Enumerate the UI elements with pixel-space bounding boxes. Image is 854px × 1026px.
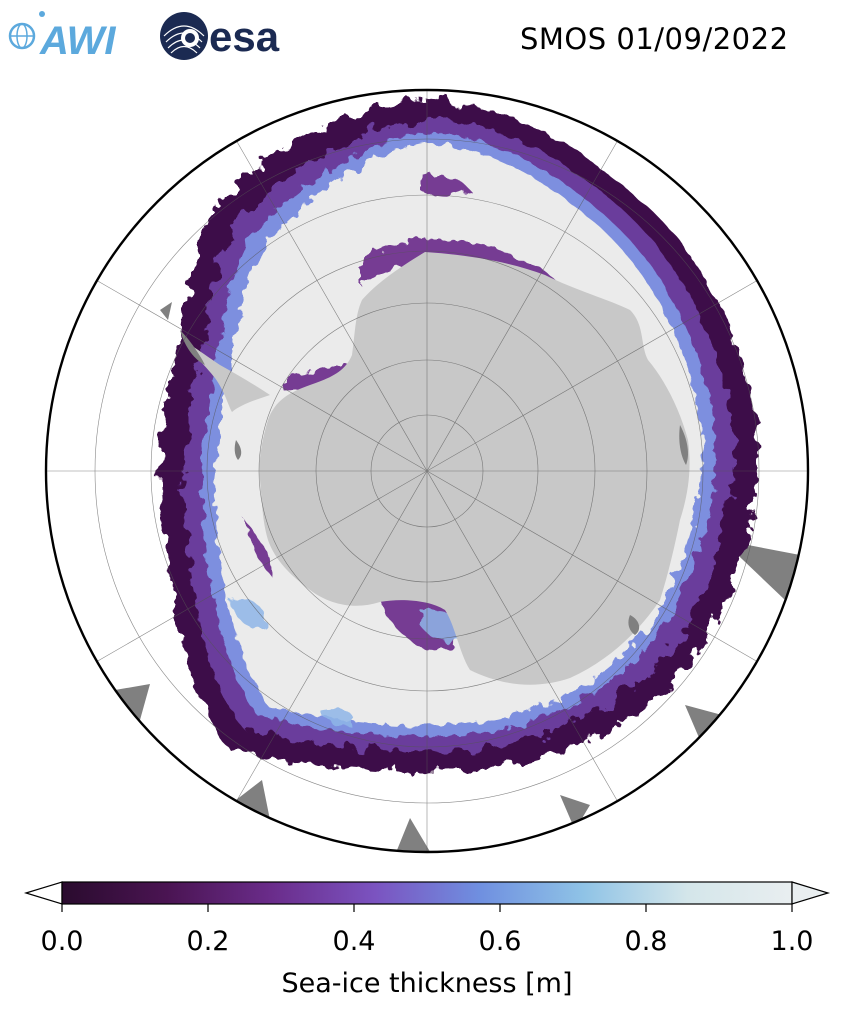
globe-border [44,88,810,854]
colorbar-tick-label: 0.4 [333,926,376,957]
awi-logo: AWI [8,11,116,62]
land-no-data [180,330,688,635]
antarctic-peninsula [185,342,270,412]
colorbar: 0.0 0.2 0.4 0.6 0.8 1.0 Sea-ice thickness [m] [23,881,831,999]
logos: AWI esa [8,11,280,62]
colorbar-tick-label: 0.6 [479,926,522,957]
map-title: SMOS 01/09/2022 [520,22,789,56]
colorbar-label: Sea-ice thickness [m] [281,968,572,999]
colorbar-tick-label: 0.2 [187,926,230,957]
colorbar-tick-label: 0.0 [41,926,84,957]
sea-ice-map [44,88,810,854]
colorbar-tick-label: 0.8 [625,926,668,957]
esa-logo: esa [160,12,280,60]
colorbar-extend-max [791,881,831,905]
graticule [46,90,808,852]
colorbar-extend-min [23,881,63,905]
colorbar-ticks: 0.0 0.2 0.4 0.6 0.8 1.0 [41,904,814,957]
esa-logo-text: esa [209,13,280,60]
colorbar-tick-label: 1.0 [771,926,814,957]
antarctica [259,252,690,685]
colorbar-bar [61,881,793,905]
awi-logo-text: AWI [39,19,116,62]
